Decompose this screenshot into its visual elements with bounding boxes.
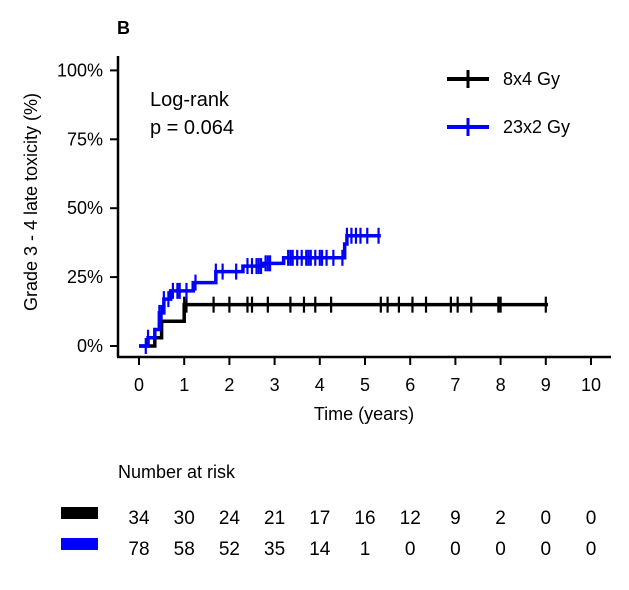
risk-value: 16 [354,508,375,529]
risk-table: 34 30 24 21 17 16 12 9 2 0 0 78 58 52 35 14 1 0 0 0 0 0 [61,507,596,560]
risk-value: 12 [400,508,421,529]
x-tick-label: 9 [541,375,551,395]
risk-value: 2 [495,508,506,529]
risk-value: 0 [586,508,597,529]
risk-value: 0 [405,539,416,560]
risk-swatch [61,538,98,550]
y-tick-label: 0% [77,336,103,356]
p-value-label: p = 0.064 [150,117,234,139]
x-axis-title: Time (years) [314,404,414,424]
y-tick-label: 25% [67,267,103,287]
risk-value: 0 [586,539,597,560]
legend-label-23x2: 23x2 Gy [503,117,570,137]
risk-value: 0 [495,539,506,560]
risk-value: 52 [219,539,240,560]
x-tick-label: 1 [179,375,189,395]
legend-item-8x4: 8x4 Gy [447,69,560,89]
risk-value: 78 [128,539,149,560]
series-1 [139,227,381,354]
risk-value: 24 [219,508,241,529]
y-axis-title: Grade 3 - 4 late toxicity (%) [21,93,41,311]
x-tick-label: 4 [315,375,325,395]
legend-label-8x4: 8x4 Gy [503,69,560,89]
y-tick-label: 100% [57,60,103,80]
risk-value: 35 [264,539,285,560]
x-tick-label: 3 [270,375,280,395]
legend-item-23x2: 23x2 Gy [447,117,570,137]
x-ticks: 0 1 2 3 4 5 6 7 8 9 10 [134,357,601,395]
x-tick-label: 2 [224,375,234,395]
risk-table-title: Number at risk [118,462,236,482]
risk-value: 58 [174,539,195,560]
series-group [139,227,549,354]
risk-value: 34 [128,508,150,529]
risk-value: 14 [309,539,331,560]
logrank-label: Log-rank [150,89,230,111]
risk-value: 30 [174,508,195,529]
risk-value: 0 [450,539,461,560]
y-ticks: 0% 25% 50% 75% 100% [57,60,118,356]
x-tick-label: 5 [360,375,370,395]
risk-value: 21 [264,508,285,529]
y-tick-label: 75% [67,129,103,149]
x-tick-label: 7 [450,375,460,395]
x-tick-label: 6 [405,375,415,395]
legend: 8x4 Gy 23x2 Gy [447,69,570,137]
risk-value: 9 [450,508,461,529]
risk-swatch [61,507,98,519]
risk-value: 17 [309,508,330,529]
x-tick-label: 8 [496,375,506,395]
series-line [139,302,549,348]
x-tick-label: 10 [581,375,601,395]
x-tick-label: 0 [134,375,144,395]
risk-value: 0 [541,508,552,529]
y-tick-label: 50% [67,198,103,218]
risk-value: 0 [541,539,552,560]
series-line [139,234,381,348]
risk-value: 1 [360,539,371,560]
panel-label: B [117,18,130,38]
series-0 [139,296,549,348]
